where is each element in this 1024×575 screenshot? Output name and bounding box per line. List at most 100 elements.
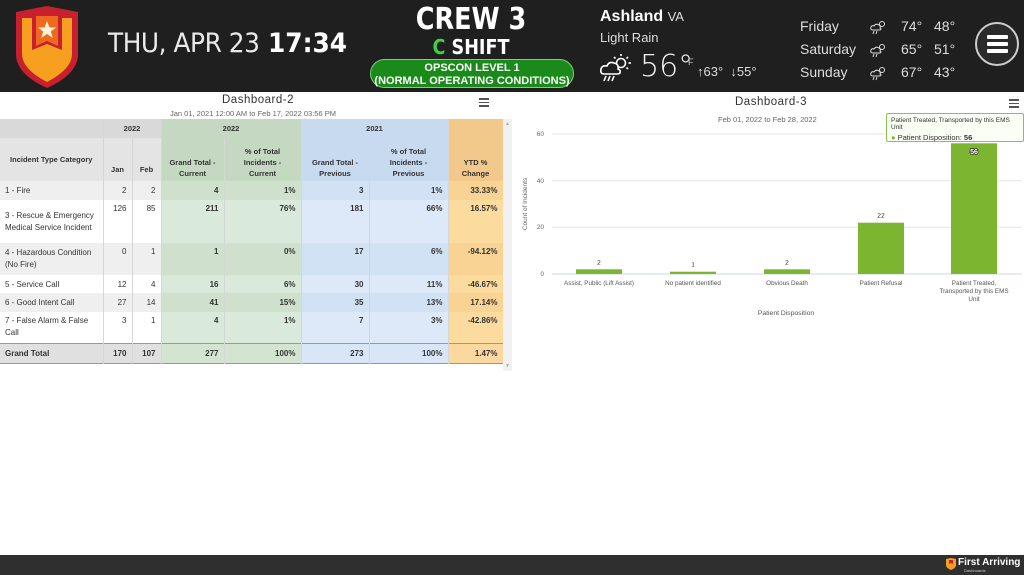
dashboard-3-date-range: Feb 01, 2022 to Feb 28, 2022 — [718, 115, 817, 124]
cell-feb: 2 — [132, 181, 162, 200]
cell-feb: 1 — [132, 312, 162, 343]
cell-category: 5 - Service Call — [0, 275, 104, 293]
today-low: 55° — [736, 64, 757, 79]
table-row: 5 - Service Call 12 4 16 6% 30 11% -46.6… — [0, 275, 504, 293]
svg-text:Patient Refusal: Patient Refusal — [860, 280, 903, 287]
shift-word: SHIFT — [451, 35, 510, 59]
table-row: 7 - False Alarm & False Call 3 1 4 1% 7 … — [0, 312, 504, 343]
col-header-grand-total-current[interactable]: Grand Total - Current — [161, 138, 225, 181]
scroll-down-arrow-icon[interactable]: ▼ — [505, 363, 510, 369]
svg-text:40: 40 — [537, 178, 545, 185]
brand-name: First Arriving — [958, 557, 1021, 568]
department-logo-icon — [16, 6, 78, 88]
cell-gt-current: 41 — [161, 293, 225, 312]
first-arriving-logo-icon — [946, 558, 956, 570]
main-menu-button[interactable] — [975, 22, 1019, 66]
arrow-up-icon: ↑ — [697, 64, 704, 79]
temperature-unit: F — [688, 57, 694, 67]
svg-text:56: 56 — [970, 149, 978, 156]
cell-pct-current: 1% — [224, 312, 302, 343]
dashboard-3-menu-icon[interactable] — [1009, 99, 1019, 108]
weather-state: VA — [667, 9, 684, 24]
cell-gt-current: 4 — [161, 312, 225, 343]
grand-total-row: Grand Total 170 107 277 100% 273 100% 1.… — [0, 342, 504, 364]
cell-ytd: -42.86% — [448, 312, 504, 343]
current-temperature: 56° — [640, 49, 694, 84]
cell-pct-current: 100% — [224, 343, 302, 363]
current-date: THU, APR 23 — [108, 28, 260, 59]
cell-category: 7 - False Alarm & False Call — [0, 312, 104, 343]
forecast-row: Sunday 67° 43° — [800, 64, 960, 84]
cell-pct-previous: 66% — [369, 200, 449, 243]
cell-jan: 27 — [103, 293, 133, 312]
cell-category: 6 - Good Intent Call — [0, 293, 104, 312]
forecast-low: 48° — [934, 18, 956, 34]
table-scrollbar[interactable]: ▲ ▼ — [503, 119, 512, 371]
forecast-low: 43° — [934, 64, 956, 80]
forecast-day: Saturday — [800, 41, 857, 57]
cell-jan: 3 — [103, 312, 133, 343]
series-dot-icon: ● — [891, 133, 896, 142]
dashboard-2-date-range: Jan 01, 2021 12:00 AM to Feb 17, 2022 03… — [170, 109, 336, 118]
forecast-high: 74° — [901, 18, 923, 34]
cell-gt-previous: 35 — [301, 293, 370, 312]
svg-text:60: 60 — [537, 131, 545, 138]
opscon-level: OPSCON LEVEL 1 — [424, 62, 520, 74]
svg-text:Transported by this EMS: Transported by this EMS — [939, 288, 1008, 295]
col-header-jan[interactable]: Jan — [103, 138, 133, 181]
cell-gt-previous: 181 — [301, 200, 370, 243]
today-high-low: ↑63° ↓55° — [697, 64, 757, 79]
dashboard-2-menu-icon[interactable] — [479, 98, 489, 107]
cell-pct-current: 1% — [224, 181, 302, 200]
svg-text:0: 0 — [540, 271, 544, 278]
cell-ytd: 1.47% — [447, 342, 504, 364]
top-bar: THU, APR 23 17:34 CREW 3 C SHIFT OPSCON … — [0, 0, 1024, 92]
tooltip-value: 56 — [963, 133, 973, 142]
cell-pct-current: 6% — [224, 275, 302, 293]
shift-letter: C — [432, 35, 446, 59]
cell-category: Grand Total — [0, 343, 104, 363]
cell-gt-previous: 273 — [301, 343, 370, 363]
chart-tooltip: Patient Treated, Transported by this EMS… — [886, 113, 1024, 142]
hamburger-icon-bar — [987, 49, 1008, 53]
svg-text:Unit: Unit — [968, 296, 979, 303]
tooltip-label: Patient Disposition: — [897, 133, 962, 142]
dashboard-2-title: Dashboard-2 — [222, 94, 294, 106]
table-row: 3 - Rescue & Emergency Medical Service I… — [0, 200, 504, 243]
col-header-grand-total-previous[interactable]: Grand Total - Previous — [301, 138, 370, 181]
col-header-pct-current[interactable]: % of Total Incidents - Current — [224, 138, 302, 181]
rain-sun-icon — [600, 54, 631, 82]
cell-gt-current: 16 — [161, 275, 225, 293]
cell-feb: 107 — [132, 343, 162, 363]
forecast-high: 67° — [901, 64, 923, 80]
col-header-category[interactable]: Incident Type Category — [0, 138, 104, 181]
rain-sun-icon — [870, 67, 885, 81]
svg-text:22: 22 — [877, 213, 885, 220]
cell-ytd: 33.33% — [448, 181, 504, 200]
forecast-low: 51° — [934, 41, 956, 57]
svg-text:Obvious Death: Obvious Death — [766, 280, 808, 287]
svg-text:No patient identified: No patient identified — [665, 280, 721, 287]
cell-category: 4 - Hazardous Condition (No Fire) — [0, 243, 104, 275]
dashboard-3-title: Dashboard-3 — [735, 96, 807, 108]
group-header-2022-current: 2022 — [161, 119, 302, 138]
weather-city: Ashland — [600, 8, 664, 25]
shift-label: C SHIFT — [373, 35, 568, 59]
cell-gt-previous: 3 — [301, 181, 370, 200]
cell-pct-previous: 6% — [369, 243, 449, 275]
cell-ytd: 17.14% — [448, 293, 504, 312]
arrow-down-icon: ↓ — [730, 64, 737, 79]
col-header-feb[interactable]: Feb — [132, 138, 162, 181]
cell-gt-previous: 17 — [301, 243, 370, 275]
group-header-2022: 2022 — [103, 119, 162, 138]
svg-text:Patient Disposition: Patient Disposition — [758, 310, 815, 317]
group-header-2021: 2021 — [301, 119, 449, 138]
col-header-pct-previous[interactable]: % of Total Incidents - Previous — [369, 138, 449, 181]
hamburger-icon — [987, 35, 1008, 39]
header-blank — [0, 119, 104, 138]
col-header-ytd-change[interactable]: YTD % Change — [448, 138, 504, 181]
footer-bar: First Arriving Dashboards — [0, 555, 1024, 575]
scroll-up-arrow-icon[interactable]: ▲ — [505, 121, 510, 127]
crew-label: CREW 3 — [415, 2, 527, 37]
